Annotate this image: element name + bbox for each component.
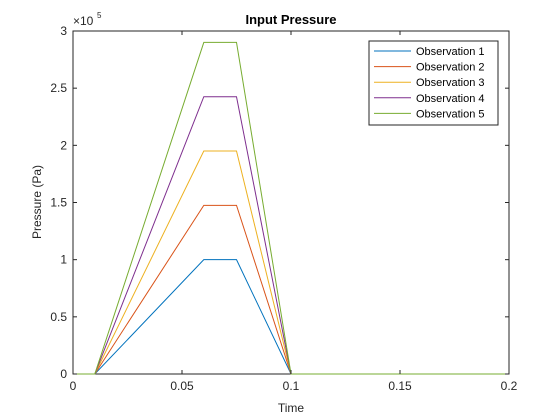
y-tick-label: 1.5	[50, 196, 67, 210]
x-tick-label: 0.2	[501, 379, 518, 393]
legend-entry: Observation 4	[416, 93, 484, 105]
legend-entry: Observation 2	[416, 62, 484, 74]
y-tick-label: 2.5	[50, 81, 67, 95]
y-tick-label: 0	[60, 367, 67, 381]
legend-entry: Observation 1	[416, 46, 484, 58]
x-tick-label: 0.15	[388, 379, 412, 393]
legend-entry: Observation 3	[416, 77, 484, 89]
legend-entry: Observation 5	[416, 108, 484, 120]
x-tick-label: 0.05	[170, 379, 194, 393]
x-axis-label: Time	[278, 401, 305, 415]
y-axis-label: Pressure (Pa)	[30, 165, 44, 239]
x-tick-label: 0	[70, 379, 77, 393]
legend-box	[368, 40, 499, 126]
y-exponent-power: 5	[97, 11, 102, 20]
legend: Observation 1 Observation 2 Observation 3 O…	[368, 40, 499, 126]
series-layer	[73, 41, 509, 375]
y-tick-label: 1	[60, 253, 67, 267]
series-line-observation-5	[73, 41, 509, 375]
x-tick-label: 0.1	[283, 379, 300, 393]
chart-title: Input Pressure	[245, 12, 336, 27]
y-tick-label: 0.5	[50, 310, 67, 324]
tick-layer: 0 0.05 0.1 0.15 0.2 0 0.5 1 1.5 2 2.5 3	[50, 24, 517, 393]
y-tick-label: 3	[60, 24, 67, 38]
y-exponent-base: ×10	[73, 14, 94, 28]
y-tick-label: 2	[60, 138, 67, 152]
